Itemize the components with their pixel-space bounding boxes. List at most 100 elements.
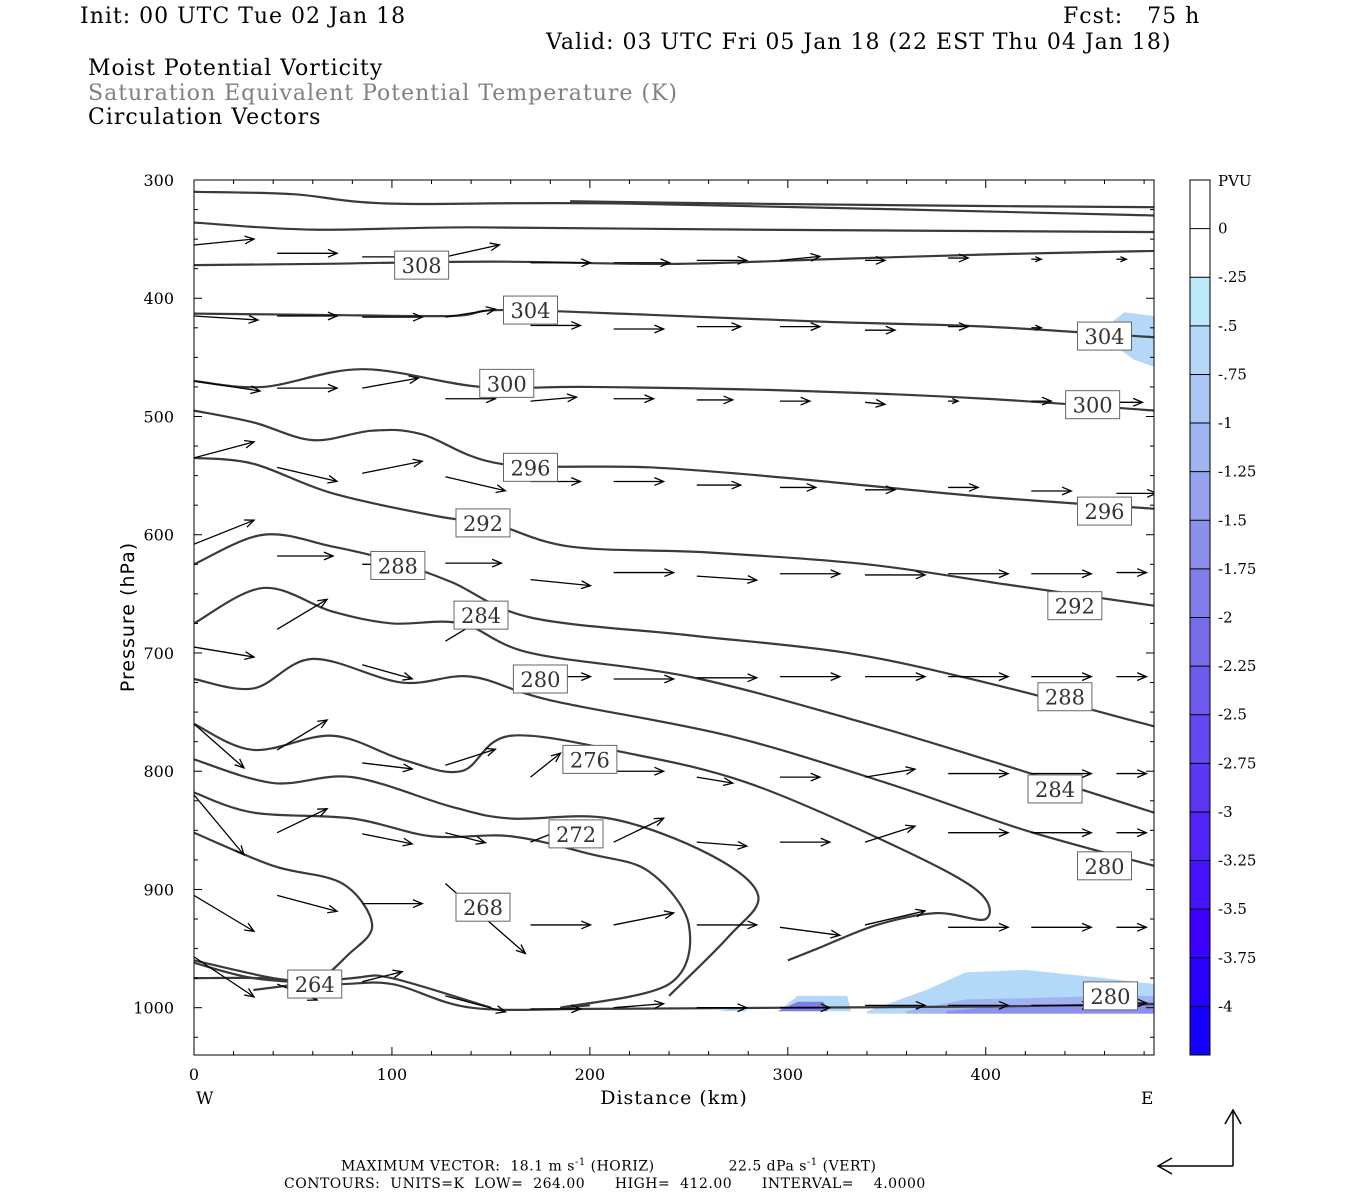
theta-es-contour-272 bbox=[194, 758, 760, 997]
circulation-vector bbox=[362, 969, 404, 983]
circulation-vector bbox=[1031, 828, 1093, 838]
x-tick-label: 100 bbox=[377, 1065, 408, 1084]
circulation-vector bbox=[1116, 488, 1154, 498]
colorbar-label: -1 bbox=[1218, 414, 1233, 432]
circulation-vector bbox=[194, 894, 256, 933]
circulation-vector bbox=[948, 253, 970, 263]
circulation-vector bbox=[277, 311, 339, 321]
circulation-vector bbox=[865, 1000, 927, 1010]
colorbar-label: -3.75 bbox=[1218, 949, 1256, 967]
theta-es-contour-unlabeled-18 bbox=[194, 190, 1154, 217]
circulation-vector bbox=[530, 579, 593, 590]
field-label-vectors: Circulation Vectors bbox=[88, 105, 322, 130]
contour-label: 288 bbox=[370, 550, 426, 580]
circulation-vector bbox=[948, 322, 970, 332]
colorbar: 0 -.25 -.5 -.75 -1 -1.25 -1.5 -1.75 -2 -2.25 -2.5 -… bbox=[1189, 179, 1256, 1056]
circulation-vector bbox=[864, 824, 917, 843]
circulation-vector bbox=[445, 306, 498, 318]
svg-text:308: 308 bbox=[402, 254, 442, 278]
header-init: Init: 00 UTC Tue 02 Jan 18 bbox=[80, 4, 407, 29]
contour-label: 300 bbox=[1065, 390, 1121, 420]
circulation-vector bbox=[865, 570, 927, 580]
colorbar-label: -2.25 bbox=[1218, 657, 1256, 675]
theta-es-contour-292 bbox=[194, 456, 1154, 607]
contour-label: 272 bbox=[548, 819, 604, 849]
circulation-vector bbox=[194, 314, 260, 324]
circulation-vector bbox=[696, 673, 759, 683]
circulation-vector bbox=[530, 1004, 583, 1014]
circulation-vector bbox=[277, 383, 339, 393]
svg-text:300: 300 bbox=[1073, 394, 1113, 418]
colorbar-swatch bbox=[1190, 520, 1210, 570]
theta-es-contour-264 bbox=[194, 831, 374, 984]
x-tick-label: 200 bbox=[575, 1065, 606, 1084]
colorbar-label: -2.75 bbox=[1218, 754, 1256, 772]
circulation-vector bbox=[613, 258, 672, 268]
circulation-vector bbox=[362, 664, 414, 681]
circulation-vector bbox=[613, 674, 676, 684]
theta-es-contour-276 bbox=[194, 722, 991, 962]
circulation-vector bbox=[779, 672, 842, 682]
horiz-unit: (HORIZ) bbox=[590, 1158, 655, 1175]
reference-vector-legend bbox=[1156, 1108, 1242, 1175]
circulation-vector bbox=[613, 477, 666, 487]
theta-es-contour-unlabeled-16 bbox=[570, 200, 1154, 209]
circulation-vector bbox=[948, 672, 1010, 682]
circulation-vector bbox=[948, 482, 980, 492]
colorbar-swatch bbox=[1190, 277, 1210, 327]
circulation-vector bbox=[276, 719, 329, 751]
x-tick-label: 400 bbox=[970, 1065, 1001, 1084]
colorbar-label: -1.25 bbox=[1218, 463, 1256, 481]
svg-text:280: 280 bbox=[1084, 855, 1124, 879]
circulation-vector bbox=[1116, 672, 1149, 682]
circulation-vector bbox=[779, 252, 822, 262]
contour-label: 280 bbox=[1077, 851, 1133, 881]
circulation-vector bbox=[277, 248, 339, 258]
contours-info-line: CONTOURS: UNITS=K LOW= 264.00 HIGH= 412.… bbox=[284, 1176, 926, 1192]
contour-label: 292 bbox=[455, 508, 511, 538]
vert-exponent: -1 bbox=[806, 1157, 818, 1168]
svg-text:284: 284 bbox=[461, 604, 501, 628]
circulation-vector bbox=[613, 568, 676, 578]
y-tick-label: 800 bbox=[143, 762, 174, 781]
circulation-vector bbox=[864, 398, 887, 408]
circulation-vector bbox=[194, 646, 256, 661]
y-tick-label: 1000 bbox=[133, 999, 174, 1018]
contour-label: 276 bbox=[562, 744, 618, 774]
svg-text:288: 288 bbox=[378, 554, 418, 578]
horiz-exponent: -1 bbox=[574, 1157, 586, 1168]
circulation-vector bbox=[1031, 569, 1093, 579]
theta-es-contour-284 bbox=[194, 586, 1154, 814]
colorbar-label: -2 bbox=[1218, 609, 1233, 627]
colorbar-swatch bbox=[1190, 909, 1210, 959]
theta-es-contour-layer bbox=[194, 190, 1154, 1011]
svg-text:304: 304 bbox=[1084, 325, 1124, 349]
colorbar-label: -3 bbox=[1218, 803, 1233, 821]
theta-es-contour-304 bbox=[194, 308, 1154, 339]
circulation-vector bbox=[696, 1003, 749, 1013]
circulation-vector bbox=[1116, 828, 1149, 838]
colorbar-label: -4 bbox=[1218, 997, 1233, 1015]
contour-label: 288 bbox=[1037, 682, 1093, 712]
svg-text:292: 292 bbox=[1055, 595, 1095, 619]
circulation-vector bbox=[530, 920, 593, 930]
circulation-vector bbox=[779, 926, 842, 939]
contour-label: 268 bbox=[455, 892, 511, 922]
circulation-vector bbox=[779, 569, 842, 579]
max-vector-prefix: MAXIMUM VECTOR: bbox=[341, 1158, 501, 1175]
circulation-vector bbox=[864, 766, 917, 778]
circulation-vector bbox=[276, 894, 339, 914]
circulation-vector bbox=[865, 485, 897, 495]
colorbar-swatch bbox=[1190, 180, 1210, 230]
colorbar-swatch bbox=[1190, 374, 1210, 424]
circulation-vector bbox=[276, 807, 329, 834]
field-label-mpv: Moist Potential Vorticity bbox=[88, 56, 384, 81]
circulation-vector bbox=[613, 999, 666, 1009]
contour-label: 300 bbox=[479, 368, 535, 398]
circulation-vector bbox=[613, 817, 666, 843]
circulation-vector bbox=[948, 828, 1010, 838]
y-tick-label: 900 bbox=[143, 880, 174, 899]
circulation-vector bbox=[445, 242, 502, 258]
colorbar-swatch bbox=[1190, 714, 1210, 764]
y-tick-label: 600 bbox=[143, 526, 174, 545]
